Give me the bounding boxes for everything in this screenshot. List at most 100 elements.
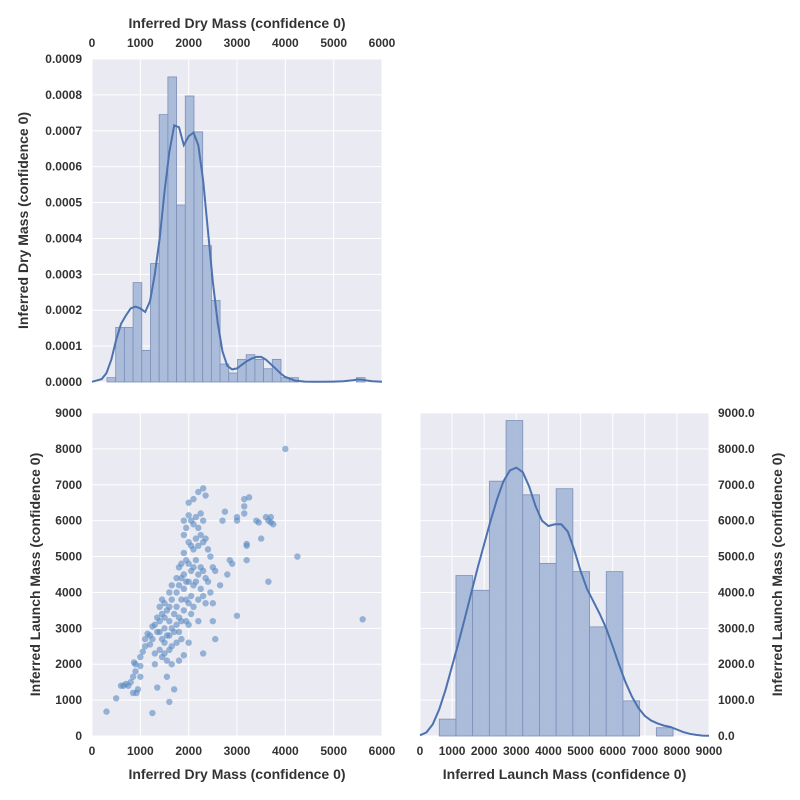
scatter-point: [265, 578, 272, 585]
scatter-point: [129, 673, 137, 680]
scatter-point: [204, 546, 212, 553]
scatter-point: [202, 600, 209, 607]
scatter-point: [151, 650, 159, 657]
x-tick-label: 6000: [599, 744, 626, 758]
scatter-point: [170, 628, 178, 636]
scatter-point: [207, 589, 214, 596]
x-tick-label: 3000: [224, 744, 251, 758]
scatter-point: [180, 585, 188, 593]
scatter-point: [212, 635, 219, 643]
scatter-point: [199, 485, 207, 492]
x-tick-label: 4000: [535, 744, 562, 758]
histogram-bar: [176, 204, 186, 383]
x-tick-label: 0: [89, 744, 96, 758]
scatter-panel: 0 1000 2000 3000 4000 5000 6000 Inferred Dry Ma…: [27, 406, 396, 782]
y-axis-label: Inferred Launch Mass (confidence 0): [769, 453, 785, 697]
histogram-bar: [655, 727, 674, 737]
x-tick-label: 5000: [567, 744, 594, 758]
scatter-point: [192, 535, 200, 542]
scatter-point: [185, 578, 192, 585]
scatter-point: [233, 513, 241, 521]
scatter-point: [178, 635, 185, 643]
x-tick-label: 8000: [664, 744, 691, 758]
scatter-point: [151, 661, 159, 668]
scatter-point: [132, 661, 139, 668]
scatter-point: [139, 648, 146, 655]
scatter-point: [173, 639, 180, 646]
y-tick-label: 2000: [55, 657, 82, 671]
histogram-bar: [132, 282, 143, 383]
scatter-point: [151, 621, 159, 628]
scatter-point: [197, 531, 204, 539]
scatter-point: [168, 661, 175, 668]
scatter-point: [245, 494, 253, 501]
y-tick-label: 1000.0: [718, 693, 755, 707]
histogram-bar: [150, 263, 160, 383]
scatter-point: [190, 521, 197, 528]
scatter-point: [197, 510, 204, 517]
x-tick-label: 1000: [127, 744, 154, 758]
launch-mass-histogram-panel: 0 1000 2000 3000 4000 5000 6000 7000 8000 9000 Inf…: [417, 406, 785, 782]
scatter-point: [195, 596, 202, 603]
histogram-bar: [572, 571, 590, 737]
scatter-point: [195, 571, 202, 578]
scatter-point: [192, 578, 200, 585]
scatter-point: [132, 668, 139, 675]
scatter-point: [185, 499, 192, 506]
scatter-point: [185, 639, 192, 646]
scatter-point: [137, 653, 144, 661]
scatter-point: [243, 556, 250, 564]
y-axis-label: Inferred Launch Mass (confidence 0): [27, 453, 43, 697]
x-tick-label: 6000: [369, 36, 396, 50]
y-tick-label: 7000.0: [718, 478, 755, 492]
y-tick-label: 4000: [55, 585, 82, 599]
scatter-point: [233, 612, 241, 619]
scatter-point: [197, 585, 204, 593]
scatter-point: [173, 589, 180, 596]
y-tick-label: 0.0001: [45, 339, 82, 353]
scatter-point: [178, 596, 185, 603]
y-tick-label: 0.0002: [45, 303, 82, 317]
scatter-point: [241, 503, 248, 510]
scatter-point: [180, 549, 188, 557]
scatter-point: [195, 488, 202, 496]
scatter-point: [180, 531, 188, 539]
scatter-point: [161, 614, 168, 621]
histogram-bar: [589, 626, 607, 737]
dry-mass-histogram-panel: 0 1000 2000 3000 4000 5000 6000 Inferred Dry Ma…: [15, 15, 396, 389]
x-tick-label: 3000: [503, 744, 530, 758]
scatter-point: [103, 708, 110, 715]
scatter-point: [166, 603, 173, 610]
scatter-point: [137, 662, 144, 670]
scatter-point: [270, 521, 277, 528]
x-tick-label: 1000: [439, 744, 466, 758]
x-axis-label: Inferred Dry Mass (confidence 0): [128, 15, 345, 31]
scatter-point: [192, 513, 200, 521]
scatter-point: [173, 603, 180, 610]
scatter-point: [166, 632, 173, 639]
scatter-point: [173, 574, 180, 582]
scatter-point: [161, 639, 168, 646]
scatter-point: [134, 686, 142, 693]
scatter-point: [156, 603, 163, 610]
scatter-point: [190, 603, 197, 610]
y-tick-label: 4000.0: [718, 585, 755, 599]
scatter-point: [154, 684, 161, 691]
y-tick-label: 9000.0: [718, 406, 755, 420]
scatter-point: [166, 589, 173, 596]
scatter-point: [163, 657, 171, 664]
x-tick-label: 5000: [320, 744, 347, 758]
scatter-point: [209, 617, 217, 625]
scatter-point: [241, 510, 248, 517]
scatter-point: [212, 567, 219, 575]
y-tick-label: 1000: [55, 693, 82, 707]
scatter-point: [175, 628, 183, 636]
scatter-point: [178, 617, 185, 625]
scatter-point: [202, 492, 209, 499]
y-tick-label: 7000: [55, 478, 82, 492]
scatter-point: [190, 495, 197, 503]
x-tick-label: 2000: [175, 744, 202, 758]
scatter-point: [146, 641, 154, 648]
kde-line: [419, 466, 710, 737]
